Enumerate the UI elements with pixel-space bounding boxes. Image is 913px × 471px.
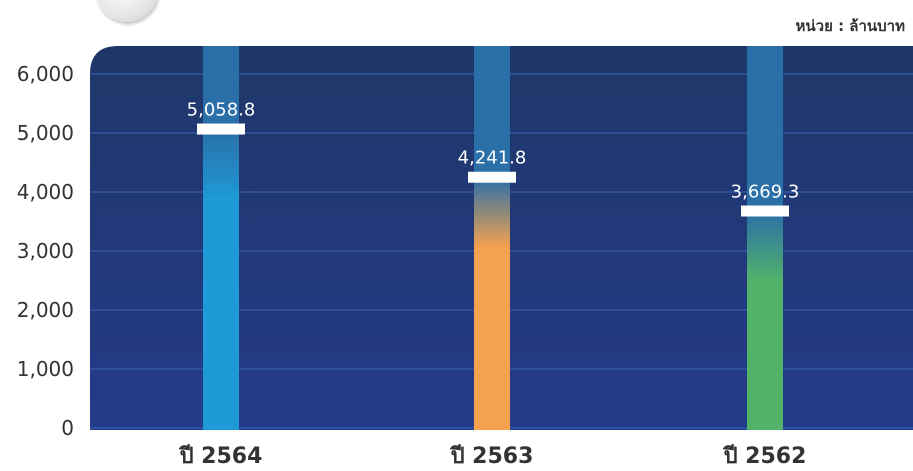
bar-value-marker [197,123,245,135]
bar-value-marker [468,171,516,183]
x-category-label: ปี 2562 [722,444,806,469]
unit-label: หน่วย : ล้านบาท [795,17,906,35]
bar-value-label: 5,058.8 [187,100,256,121]
y-tick-label: 1,000 [17,357,74,381]
y-tick-label: 4,000 [17,180,74,204]
y-tick-label: 3,000 [17,239,74,263]
x-category-label: ปี 2564 [178,444,262,469]
bar [203,46,239,430]
x-category-label: ปี 2563 [449,444,533,469]
bar-value-label: 4,241.8 [458,148,527,169]
bar-value-label: 3,669.3 [731,182,800,203]
bar-value-marker [741,205,789,217]
title-decoration [96,0,158,22]
y-tick-label: 0 [61,416,74,440]
bar [747,46,783,430]
y-tick-label: 5,000 [17,121,74,145]
y-tick-label: 6,000 [17,62,74,86]
y-tick-label: 2,000 [17,298,74,322]
bar [474,46,510,430]
